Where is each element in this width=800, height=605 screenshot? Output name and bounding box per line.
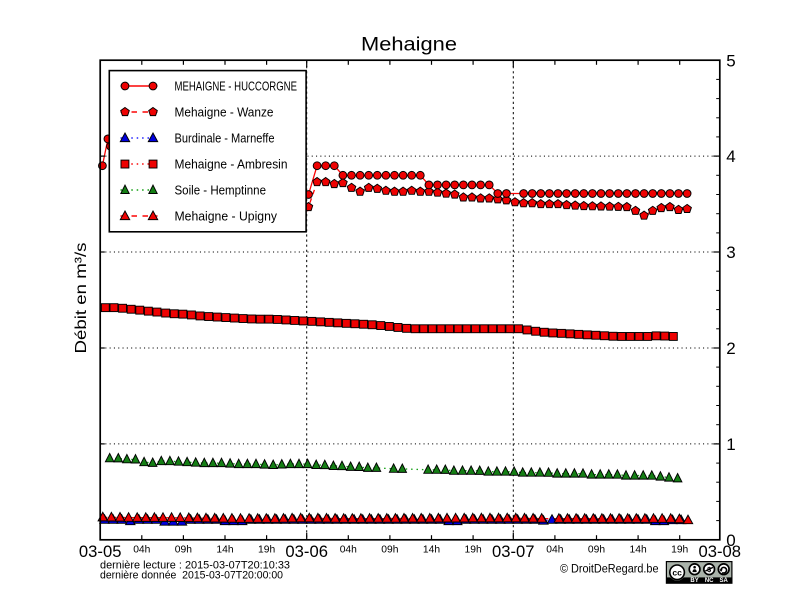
svg-text:SA: SA	[720, 578, 729, 584]
svg-text:Mehaigne: Mehaigne	[361, 34, 457, 55]
svg-text:dernière donnée 2015-03-07T20: dernière donnée 2015-03-07T20:00:00	[100, 569, 283, 581]
svg-text:NC: NC	[705, 578, 714, 584]
svg-text:03-05: 03-05	[79, 543, 122, 561]
svg-text:04h: 04h	[133, 545, 150, 556]
svg-text:0: 0	[726, 531, 735, 550]
svg-text:19h: 19h	[258, 545, 275, 556]
svg-text:5: 5	[726, 51, 735, 70]
svg-text:14h: 14h	[216, 545, 233, 556]
svg-text:03-08: 03-08	[699, 543, 742, 561]
svg-text:Débit en m³/s: Débit en m³/s	[73, 243, 90, 354]
svg-text:Burdinale - Marneffe: Burdinale - Marneffe	[175, 131, 275, 146]
svg-text:09h: 09h	[381, 545, 398, 556]
svg-text:Mehaigne - Wanze: Mehaigne - Wanze	[175, 105, 274, 120]
svg-text:09h: 09h	[588, 545, 605, 556]
svg-text:BY: BY	[690, 578, 698, 584]
svg-text:Soile - Hemptinne: Soile - Hemptinne	[175, 183, 267, 198]
svg-text:Mehaigne - Ambresin: Mehaigne - Ambresin	[175, 157, 288, 172]
svg-text:14h: 14h	[630, 545, 647, 556]
svg-text:dernière lecture : 2015-03-07T: dernière lecture : 2015-03-07T20:10:33	[100, 559, 290, 571]
svg-text:04h: 04h	[546, 545, 563, 556]
svg-text:2: 2	[726, 339, 735, 358]
svg-text:03-07: 03-07	[492, 543, 535, 561]
svg-text:cc: cc	[672, 568, 682, 578]
svg-text:Mehaigne - Upigny: Mehaigne - Upigny	[175, 209, 278, 224]
svg-text:19h: 19h	[671, 545, 688, 556]
svg-text:03-06: 03-06	[285, 543, 328, 561]
svg-text:MEHAIGNE - HUCCORGNE: MEHAIGNE - HUCCORGNE	[175, 79, 298, 94]
svg-text:4: 4	[726, 147, 735, 166]
svg-text:09h: 09h	[175, 545, 192, 556]
svg-text:14h: 14h	[423, 545, 440, 556]
svg-text:3: 3	[726, 243, 735, 262]
svg-text:© DroitDeRegard.be: © DroitDeRegard.be	[560, 561, 659, 575]
svg-text:19h: 19h	[465, 545, 482, 556]
svg-text:04h: 04h	[340, 545, 357, 556]
svg-text:1: 1	[726, 435, 735, 454]
